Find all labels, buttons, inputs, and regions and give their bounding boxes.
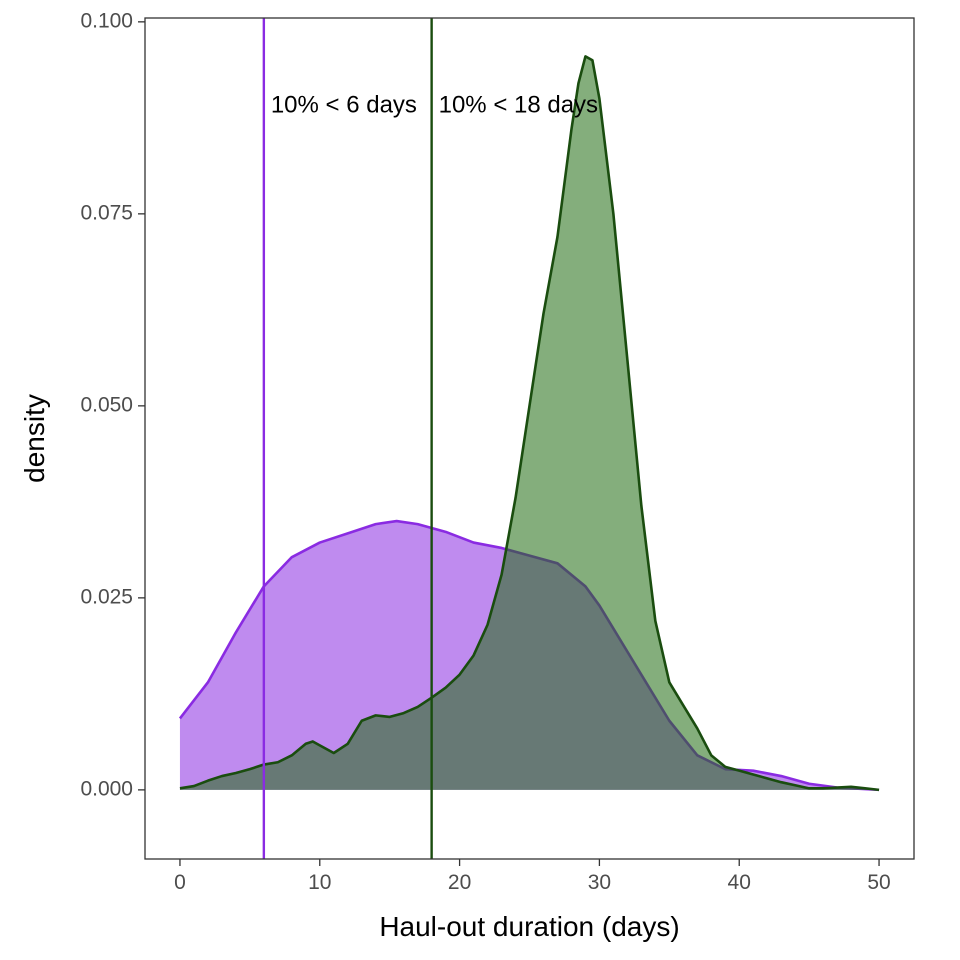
y-tick-label: 0.025 <box>80 585 133 608</box>
annotation-1: 10% < 6 days <box>271 92 417 119</box>
x-tick-label: 10 <box>308 871 331 894</box>
annotation-2: 10% < 18 days <box>439 92 598 119</box>
x-tick-label: 0 <box>174 871 186 894</box>
x-tick-label: 20 <box>448 871 471 894</box>
series-2-area <box>179 56 880 790</box>
series-layer <box>178 55 880 792</box>
y-tick-label: 0.000 <box>80 777 133 800</box>
y-tick-label: 0.050 <box>80 393 133 416</box>
x-tick-label: 30 <box>588 871 611 894</box>
x-tick-label: 50 <box>867 871 890 894</box>
vline-layer <box>262 18 433 859</box>
y-tick-label: 0.100 <box>80 9 133 32</box>
annotation-layer: 10% < 6 days 10% < 18 days <box>271 92 598 119</box>
x-axis-ticks: 0 10 20 30 40 50 <box>174 859 891 894</box>
y-axis-ticks: 0.000 0.025 0.050 0.075 0.100 <box>80 9 145 800</box>
x-axis-title: Haul-out duration (days) <box>379 911 679 942</box>
y-tick-label: 0.075 <box>80 201 133 224</box>
y-axis-title: density <box>19 394 50 483</box>
panel-border <box>144 17 915 860</box>
x-tick-label: 40 <box>728 871 751 894</box>
series-2-line <box>179 55 880 792</box>
